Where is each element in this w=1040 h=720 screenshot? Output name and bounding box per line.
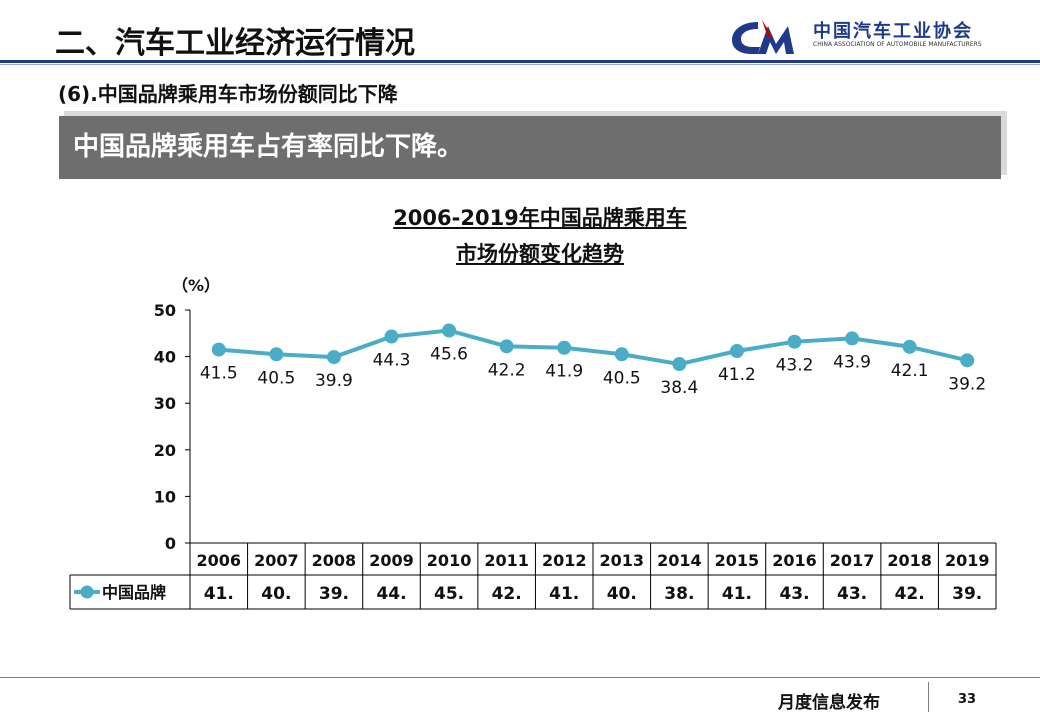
- table-cell-value: 45.: [434, 584, 464, 604]
- y-axis-unit: （%）: [172, 276, 221, 295]
- x-tick-label: 2015: [715, 551, 760, 570]
- data-point: [787, 334, 802, 349]
- page-number: 33: [958, 692, 977, 707]
- chart-title-line2: 市场份额变化趋势: [456, 242, 624, 266]
- data-point: [672, 357, 687, 372]
- table-cell-value: 44.: [376, 584, 406, 604]
- data-label: 41.9: [545, 362, 583, 382]
- footer-rule: [0, 677, 1040, 678]
- x-tick-label: 2014: [657, 551, 702, 570]
- data-label: 39.9: [315, 371, 353, 391]
- y-tick-label: 20: [154, 441, 176, 460]
- table-cell-value: 43.: [837, 584, 867, 604]
- section-subtitle: (6).中国品牌乘用车市场份额同比下降: [58, 82, 398, 106]
- data-label: 45.6: [430, 345, 468, 365]
- table-cell-value: 43.: [779, 584, 809, 604]
- chart-title: 2006-2019年中国品牌乘用车 市场份额变化趋势: [340, 200, 740, 272]
- legend-marker: [80, 585, 94, 599]
- data-point: [614, 347, 629, 362]
- data-point: [499, 339, 514, 354]
- page-title: 二、汽车工业经济运行情况: [55, 26, 415, 61]
- chart-title-line1: 2006-2019年中国品牌乘用车: [393, 206, 687, 230]
- data-label: 40.5: [257, 368, 295, 388]
- table-cell-value: 42.: [492, 584, 522, 604]
- data-point: [557, 340, 572, 355]
- data-point: [902, 339, 917, 354]
- series-line: [218, 328, 968, 367]
- data-label: 44.3: [373, 351, 411, 371]
- data-label: 39.2: [948, 374, 986, 394]
- x-tick-label: 2007: [254, 551, 299, 570]
- footer-divider: [928, 682, 929, 712]
- x-tick-label: 2018: [887, 551, 932, 570]
- data-point: [729, 344, 744, 359]
- data-point: [211, 342, 226, 357]
- logo: 中国汽车工业协会 CHINA ASSOCIATION OF AUTOMOBILE…: [728, 14, 1028, 58]
- table-cell-value: 41.: [549, 584, 579, 604]
- x-tick-label: 2010: [427, 551, 472, 570]
- caam-logo-icon: [732, 20, 794, 54]
- x-tick-label: 2011: [484, 551, 529, 570]
- x-tick-label: 2008: [312, 551, 357, 570]
- data-point: [845, 331, 860, 346]
- data-point: [326, 350, 341, 365]
- y-tick-label: 10: [154, 487, 176, 506]
- logo-english-name: CHINA ASSOCIATION OF AUTOMOBILE MANUFACT…: [813, 41, 982, 48]
- data-label: 43.2: [776, 356, 814, 376]
- data-label: 40.5: [603, 368, 641, 388]
- logo-chinese-name: 中国汽车工业协会: [813, 21, 973, 42]
- x-tick-label: 2006: [197, 551, 242, 570]
- y-tick-label: 0: [165, 534, 176, 553]
- x-tick-label: 2012: [542, 551, 587, 570]
- y-tick-label: 50: [154, 301, 176, 320]
- table-cell-value: 39.: [952, 584, 982, 604]
- legend-label: 中国品牌: [102, 583, 166, 602]
- data-label: 41.2: [718, 365, 756, 385]
- x-tick-label: 2019: [945, 551, 990, 570]
- data-point: [960, 353, 975, 368]
- table-cell-value: 41.: [204, 584, 234, 604]
- data-label: 41.5: [200, 364, 238, 384]
- data-label: 38.4: [660, 378, 698, 398]
- data-label: 43.9: [833, 352, 871, 372]
- footer-label: 月度信息发布: [778, 693, 880, 713]
- table-cell-value: 40.: [261, 584, 291, 604]
- data-point: [384, 329, 399, 344]
- table-cell-value: 39.: [319, 584, 349, 604]
- y-tick-label: 30: [154, 394, 176, 413]
- data-label: 42.1: [891, 361, 929, 381]
- data-point: [442, 323, 457, 338]
- table-cell-value: 42.: [895, 584, 925, 604]
- data-point: [269, 347, 284, 362]
- y-tick-label: 40: [154, 348, 176, 367]
- data-label: 42.2: [488, 360, 526, 380]
- table-cell-value: 41.: [722, 584, 752, 604]
- x-tick-label: 2017: [830, 551, 875, 570]
- table-cell-value: 38.: [664, 584, 694, 604]
- header-rule: [0, 60, 1040, 63]
- x-tick-label: 2009: [369, 551, 414, 570]
- x-tick-label: 2013: [600, 551, 645, 570]
- table-cell-value: 40.: [607, 584, 637, 604]
- x-tick-label: 2016: [772, 551, 817, 570]
- summary-banner: 中国品牌乘用车占有率同比下降。: [59, 116, 1001, 179]
- header-rule-thin: [0, 64, 1040, 65]
